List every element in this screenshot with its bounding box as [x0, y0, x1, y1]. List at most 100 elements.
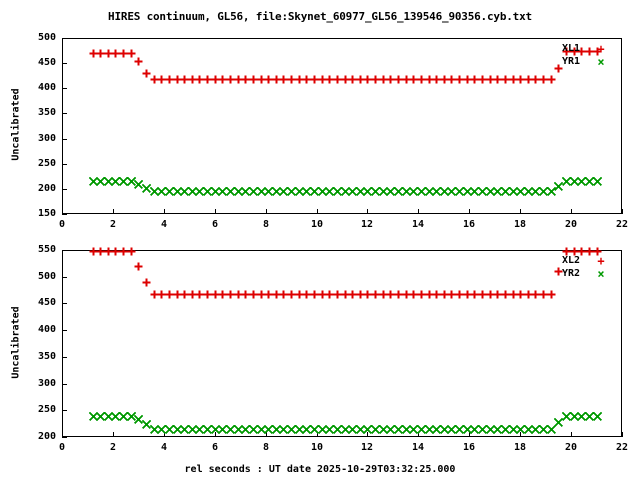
y-tick-label: 350: [37, 107, 56, 118]
x-tick-mark: [622, 209, 623, 214]
x-tick-mark: [418, 209, 419, 214]
x-tick-label: 22: [615, 219, 629, 230]
x-tick-mark: [266, 432, 267, 437]
y-tick-mark: [62, 437, 67, 438]
cross-marker-icon: ×: [597, 267, 605, 281]
x-tick-label: 10: [310, 219, 324, 230]
x-tick-mark: [164, 209, 165, 214]
y-tick-label: 300: [37, 133, 56, 144]
top-plot-frame: [62, 38, 622, 214]
y-tick-label: 350: [37, 351, 56, 362]
y-tick-label: 450: [37, 57, 56, 68]
x-tick-label: 14: [411, 442, 425, 453]
y-tick-label: 400: [37, 82, 56, 93]
x-tick-label: 16: [462, 442, 476, 453]
y-tick-label: 200: [37, 431, 56, 442]
bottom-plot-legend: XL2 + YR2 ×: [502, 255, 622, 281]
x-tick-mark: [469, 432, 470, 437]
x-tick-mark: [469, 209, 470, 214]
y-tick-mark: [62, 189, 67, 190]
series-xl1: [89, 47, 602, 84]
x-tick-label: 10: [310, 442, 324, 453]
bottom-plot-frame: [62, 250, 622, 437]
y-tick-mark: [62, 88, 67, 89]
y-tick-label: 250: [37, 158, 56, 169]
x-tick-label: 2: [109, 219, 117, 230]
y-tick-mark: [62, 164, 67, 165]
cross-marker-icon: ×: [597, 55, 605, 69]
x-tick-mark: [418, 432, 419, 437]
plus-marker-icon: +: [597, 254, 605, 268]
x-axis-label: rel seconds : UT date 2025-10-29T03:32:2…: [184, 464, 456, 475]
legend-label: XL1: [561, 43, 580, 54]
y-tick-label: 200: [37, 183, 56, 194]
y-tick-label: 500: [37, 32, 56, 43]
y-tick-mark: [62, 214, 67, 215]
x-tick-label: 12: [360, 219, 374, 230]
y-tick-label: 450: [37, 297, 56, 308]
x-tick-label: 4: [160, 442, 168, 453]
plus-marker-icon: +: [597, 42, 605, 56]
y-tick-mark: [62, 113, 67, 114]
legend-label: XL2: [561, 255, 580, 266]
y-tick-label: 300: [37, 378, 56, 389]
x-tick-mark: [367, 209, 368, 214]
x-tick-label: 18: [513, 219, 527, 230]
y-tick-mark: [62, 250, 67, 251]
x-tick-mark: [520, 432, 521, 437]
y-tick-mark: [62, 38, 67, 39]
x-tick-mark: [164, 432, 165, 437]
x-tick-label: 0: [58, 442, 66, 453]
top-plot-legend: XL1 + YR1 ×: [502, 43, 622, 69]
chart-title: HIRES continuum, GL56, file:Skynet_60977…: [108, 10, 532, 23]
x-tick-mark: [622, 432, 623, 437]
y-tick-label: 150: [37, 208, 56, 219]
x-tick-mark: [367, 432, 368, 437]
y-tick-mark: [62, 63, 67, 64]
x-tick-label: 12: [360, 442, 374, 453]
y-tick-label: 250: [37, 404, 56, 415]
x-tick-label: 8: [262, 442, 270, 453]
y-tick-mark: [62, 410, 67, 411]
x-tick-mark: [113, 432, 114, 437]
series-yr1: [88, 176, 603, 197]
y-tick-mark: [62, 384, 67, 385]
x-tick-label: 20: [564, 219, 578, 230]
x-tick-mark: [62, 209, 63, 214]
legend-item-xl1[interactable]: XL1 +: [502, 43, 622, 56]
x-tick-mark: [266, 209, 267, 214]
y-tick-mark: [62, 303, 67, 304]
y-tick-label: 550: [37, 244, 56, 255]
x-tick-mark: [520, 209, 521, 214]
x-tick-mark: [571, 432, 572, 437]
x-tick-mark: [215, 432, 216, 437]
x-tick-mark: [317, 209, 318, 214]
y-tick-mark: [62, 277, 67, 278]
x-tick-mark: [113, 209, 114, 214]
y-tick-label: 500: [37, 271, 56, 282]
x-tick-label: 18: [513, 442, 527, 453]
x-tick-label: 2: [109, 442, 117, 453]
x-tick-label: 14: [411, 219, 425, 230]
x-tick-mark: [317, 432, 318, 437]
x-tick-label: 20: [564, 442, 578, 453]
legend-item-yr1[interactable]: YR1 ×: [502, 56, 622, 69]
series-xl2: [89, 247, 602, 299]
legend-item-yr2[interactable]: YR2 ×: [502, 268, 622, 281]
y-tick-mark: [62, 357, 67, 358]
x-tick-mark: [62, 432, 63, 437]
x-tick-label: 8: [262, 219, 270, 230]
x-tick-mark: [215, 209, 216, 214]
x-tick-label: 6: [211, 219, 219, 230]
x-tick-label: 4: [160, 219, 168, 230]
legend-label: YR2: [561, 268, 580, 279]
y-tick-mark: [62, 139, 67, 140]
x-tick-mark: [571, 209, 572, 214]
x-tick-label: 0: [58, 219, 66, 230]
legend-item-xl2[interactable]: XL2 +: [502, 255, 622, 268]
x-tick-label: 16: [462, 219, 476, 230]
y-tick-mark: [62, 330, 67, 331]
